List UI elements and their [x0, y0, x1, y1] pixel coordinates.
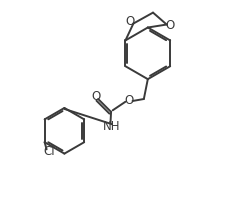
Text: Cl: Cl [44, 145, 55, 158]
Text: O: O [124, 94, 134, 107]
Text: O: O [91, 90, 100, 103]
Text: NH: NH [103, 120, 121, 133]
Text: O: O [125, 15, 135, 28]
Text: O: O [166, 19, 175, 32]
